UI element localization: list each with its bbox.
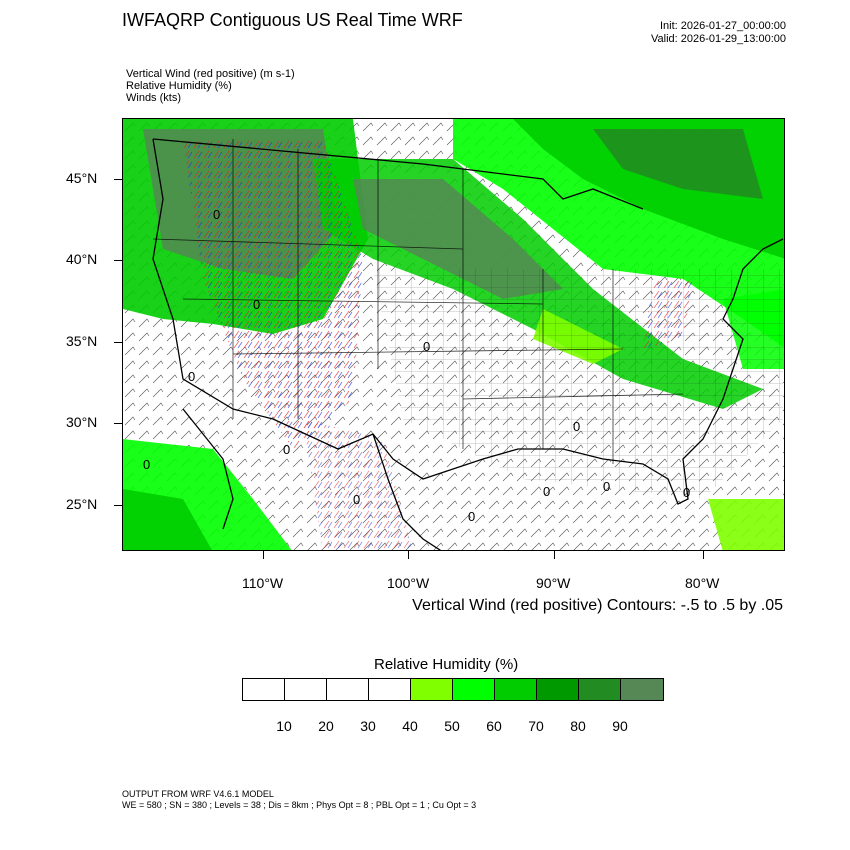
footer-model: OUTPUT FROM WRF V4.6.1 MODEL xyxy=(122,789,274,799)
colorbar-label: 80 xyxy=(570,718,586,734)
contour-label: 0 xyxy=(213,207,220,222)
contour-labels: 0 0 0 0 0 0 0 0 0 0 0 0 xyxy=(143,207,690,524)
colorbar-title: Relative Humidity (%) xyxy=(374,656,519,673)
lat-label-40: 40°N xyxy=(66,251,98,267)
colorbar-label: 70 xyxy=(528,718,544,734)
valid-time: Valid: 2026-01-29_13:00:00 xyxy=(651,33,786,45)
colorbar-label: 60 xyxy=(486,718,502,734)
vertical-wind-contours xyxy=(183,139,693,550)
contour-label: 0 xyxy=(143,457,150,472)
variable-winds: Winds (kts) xyxy=(126,92,181,104)
colorbar-label: 30 xyxy=(360,718,376,734)
lon-label-90: 90°W xyxy=(536,575,571,591)
lon-label-80: 80°W xyxy=(685,575,720,591)
contour-label: 0 xyxy=(423,339,430,354)
lon-tick xyxy=(408,551,409,559)
colorbar-swatch xyxy=(369,679,411,700)
colorbar-swatch xyxy=(453,679,495,700)
colorbar-label: 50 xyxy=(444,718,460,734)
lat-tick xyxy=(114,179,122,180)
weather-map: 0 0 0 0 0 0 0 0 0 0 0 0 xyxy=(122,118,785,551)
contour-label: 0 xyxy=(683,485,690,500)
lon-tick xyxy=(263,551,264,559)
lon-label-100: 100°W xyxy=(387,575,430,591)
init-time: Init: 2026-01-27_00:00:00 xyxy=(660,20,786,32)
lat-tick xyxy=(114,423,122,424)
colorbar-swatch xyxy=(621,679,663,700)
colorbar-swatch xyxy=(579,679,621,700)
lon-label-110: 110°W xyxy=(242,575,284,591)
plot-title: IWFAQRP Contiguous US Real Time WRF xyxy=(122,10,463,30)
contour-label: 0 xyxy=(573,419,580,434)
colorbar-label: 10 xyxy=(276,718,292,734)
contour-label: 0 xyxy=(283,442,290,457)
lon-tick xyxy=(703,551,704,559)
contour-caption: Vertical Wind (red positive) Contours: -… xyxy=(412,597,783,614)
lat-label-45: 45°N xyxy=(66,170,98,186)
lat-label-25: 25°N xyxy=(66,496,98,512)
lat-tick xyxy=(114,342,122,343)
contour-label: 0 xyxy=(543,484,550,499)
colorbar-swatch xyxy=(243,679,285,700)
colorbar-swatch xyxy=(327,679,369,700)
contour-label: 0 xyxy=(353,492,360,507)
colorbar-swatch xyxy=(495,679,537,700)
footer-config: WE = 580 ; SN = 380 ; Levels = 38 ; Dis … xyxy=(122,800,477,810)
contour-label: 0 xyxy=(188,369,195,384)
colorbar-swatch xyxy=(411,679,453,700)
lat-tick xyxy=(114,260,122,261)
colorbar-swatch xyxy=(537,679,579,700)
colorbar-label: 40 xyxy=(402,718,418,734)
contour-label: 0 xyxy=(253,297,260,312)
colorbar-swatch xyxy=(285,679,327,700)
lon-tick xyxy=(554,551,555,559)
colorbar xyxy=(242,678,664,701)
colorbar-label: 90 xyxy=(612,718,628,734)
lat-label-30: 30°N xyxy=(66,414,98,430)
lat-tick xyxy=(114,505,122,506)
state-boundaries xyxy=(152,139,684,464)
variable-relative-humidity: Relative Humidity (%) xyxy=(126,80,232,92)
contour-label: 0 xyxy=(603,479,610,494)
contour-label: 0 xyxy=(468,509,475,524)
lat-label-35: 35°N xyxy=(66,333,98,349)
colorbar-label: 20 xyxy=(318,718,334,734)
variable-vertical-wind: Vertical Wind (red positive) (m s-1) xyxy=(126,68,295,80)
